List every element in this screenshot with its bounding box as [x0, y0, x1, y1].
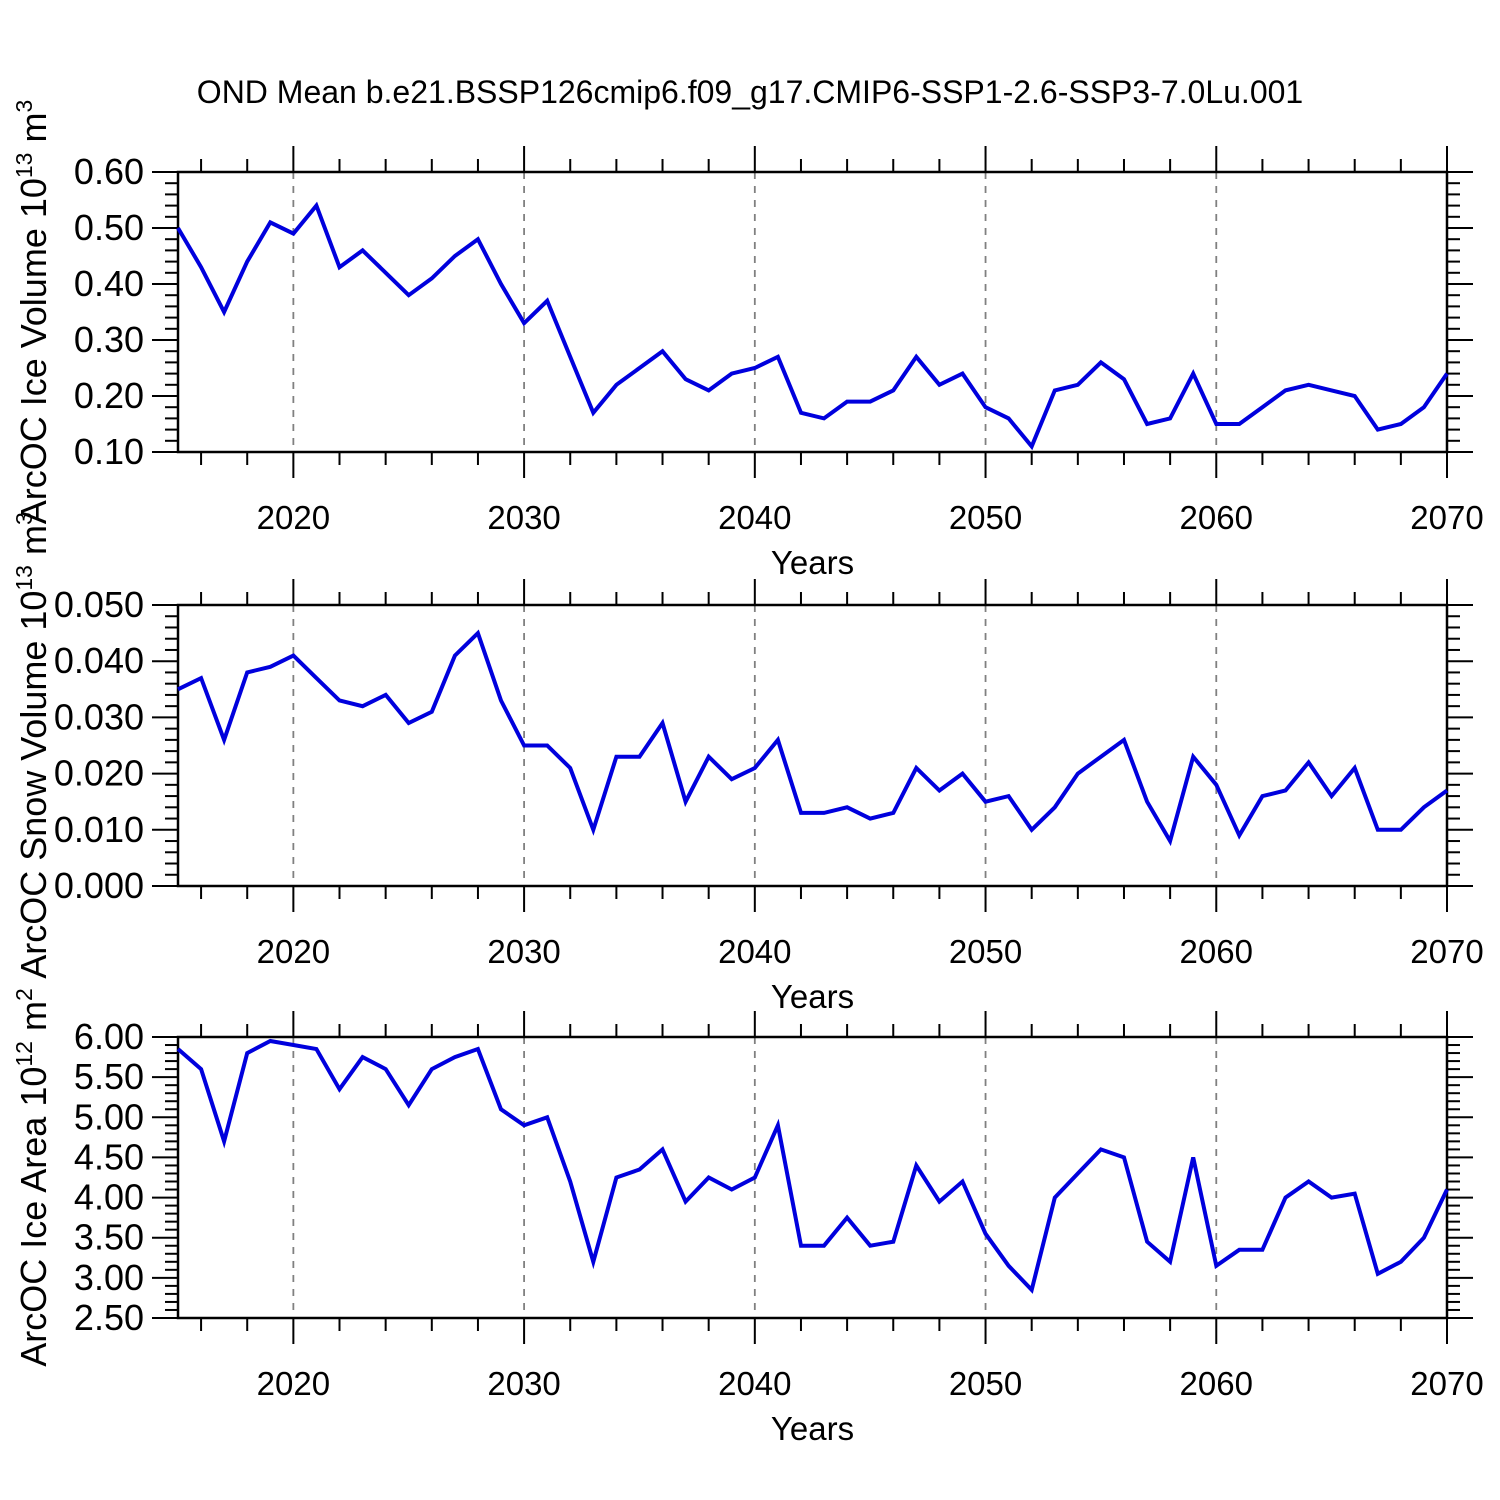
- plot-frame: [176, 1035, 1449, 1320]
- xaxis-title: Years: [771, 978, 854, 1015]
- data-line-ice-volume: [176, 201, 1449, 451]
- panel-ice-volume: 2020 2030 2040 2050 2060 2070 0.10 0.20 0.30 0.40…: [11, 100, 1484, 581]
- xtick-label: 2020: [257, 499, 330, 536]
- ytick-label: 0.030: [54, 696, 144, 737]
- ytick-label: 2.50: [74, 1297, 144, 1338]
- xtick-label: 2070: [1410, 1365, 1483, 1402]
- ytick-label: 5.50: [74, 1056, 144, 1097]
- data-line-ice-area: [176, 1038, 1449, 1294]
- ytick-label: 0.050: [54, 584, 144, 625]
- ytick-label: 0.30: [74, 319, 144, 360]
- xtick-label: 2050: [949, 933, 1022, 970]
- panel-ice-area: 2020 2030 2040 2050 2060 2070 2.503.003.504.00…: [11, 988, 1484, 1447]
- yaxis-title-ice-area: ArcOC Ice Area 1012 m2: [11, 988, 54, 1367]
- ytick-label: 0.10: [74, 431, 144, 472]
- ytick-label: 0.010: [54, 809, 144, 850]
- xtick-label: 2020: [257, 933, 330, 970]
- xtick-label: 2060: [1180, 933, 1253, 970]
- xtick-label: 2060: [1180, 1365, 1253, 1402]
- xtick-label: 2060: [1180, 499, 1253, 536]
- ytick-label: 3.00: [74, 1257, 144, 1298]
- ytick-label: 3.50: [74, 1217, 144, 1258]
- xtick-label: 2020: [257, 1365, 330, 1402]
- xtick-label: 2050: [949, 499, 1022, 536]
- xaxis-title: Years: [771, 1410, 854, 1447]
- ytick-label: 5.00: [74, 1096, 144, 1137]
- xtick-label: 2040: [718, 1365, 791, 1402]
- chart-title: OND Mean b.e21.BSSP126cmip6.f09_g17.CMIP…: [196, 74, 1304, 110]
- plot-frame: [176, 603, 1449, 888]
- xtick-label: 2070: [1410, 499, 1483, 536]
- panel-snow-volume: 2020 2030 2040 2050 2060 2070 0.000 0.010 0.020 0…: [11, 512, 1484, 1015]
- plot-frame: [176, 170, 1449, 454]
- xaxis-title: Years: [771, 544, 854, 581]
- yaxis-title-snow-volume: ArcOC Snow Volume 1013 m3: [11, 512, 54, 979]
- ytick-label: 0.000: [54, 865, 144, 906]
- data-line-snow-volume: [177, 629, 1449, 847]
- ytick-label: 0.50: [74, 207, 144, 248]
- xtick-label: 2030: [487, 933, 560, 970]
- ytick-label: 6.00: [74, 1016, 144, 1057]
- ytick-label: 0.20: [74, 375, 144, 416]
- xtick-label: 2070: [1410, 933, 1483, 970]
- xtick-label: 2050: [949, 1365, 1022, 1402]
- yaxis-title-ice-volume: ArcOC Ice Volume 1013 m3: [11, 100, 54, 525]
- ytick-label: 4.00: [74, 1177, 144, 1218]
- ytick-label: 0.040: [54, 640, 144, 681]
- xtick-label: 2040: [718, 933, 791, 970]
- ytick-label: 0.020: [54, 753, 144, 794]
- ytick-label: 0.40: [74, 263, 144, 304]
- ytick-label: 4.50: [74, 1136, 144, 1177]
- ytick-label: 0.60: [74, 151, 144, 192]
- xtick-label: 2040: [718, 499, 791, 536]
- xtick-label: 2030: [487, 499, 560, 536]
- xtick-label: 2030: [487, 1365, 560, 1402]
